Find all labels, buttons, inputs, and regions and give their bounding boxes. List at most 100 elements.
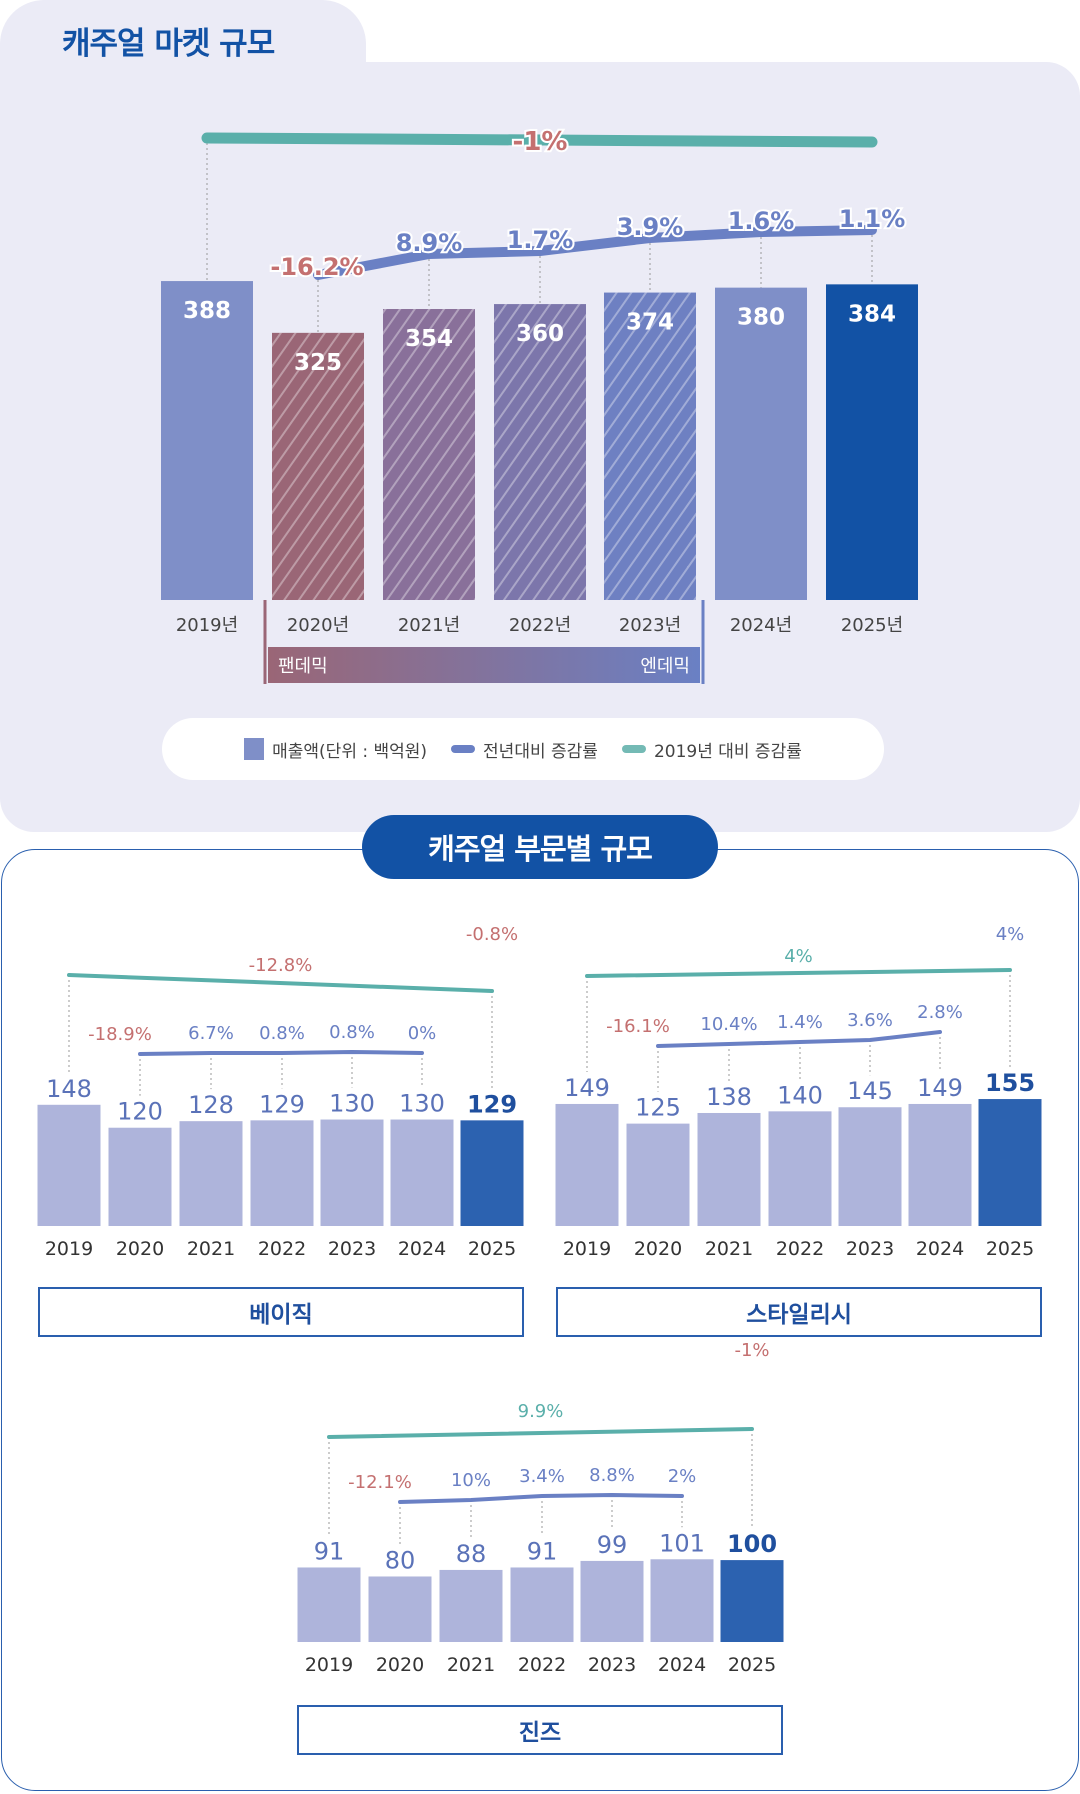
bar-value-label: 384	[848, 301, 896, 327]
year-label: 2022	[776, 1238, 824, 1260]
page-title: 캐주얼 마켓 규모	[62, 26, 275, 62]
bar-value-label: 148	[46, 1075, 92, 1103]
line-swatch-icon	[451, 745, 476, 753]
bar-value-label: 155	[985, 1069, 1035, 1097]
year-label: 2024	[916, 1238, 964, 1260]
vs2019-label: 4%	[784, 946, 813, 967]
bar-value-label: 380	[737, 305, 785, 331]
bar	[580, 1560, 644, 1642]
yoy-label: 6.7%	[188, 1023, 234, 1044]
bar	[460, 1120, 524, 1226]
legend-label: 2019년 대비 증감률	[653, 741, 802, 762]
bar-value-label: 80	[385, 1546, 416, 1574]
bar-value-label: 149	[917, 1074, 963, 1102]
period-bar	[268, 647, 700, 683]
bar	[715, 287, 807, 600]
yoy-label: 8.8%	[589, 1465, 635, 1486]
year-label: 2024	[398, 1238, 446, 1260]
year-label: 2023	[328, 1238, 376, 1260]
section-title: 캐주얼 부문별 규모	[362, 815, 718, 879]
line-swatch-icon	[621, 745, 646, 753]
bar-value-label: 374	[626, 310, 674, 336]
bar	[250, 1120, 314, 1226]
year-label: 2021	[187, 1238, 235, 1260]
bar	[37, 1104, 101, 1226]
bar-value-label: 120	[117, 1098, 163, 1126]
year-label: 2023	[846, 1238, 894, 1260]
yoy-label: -16.2%	[270, 253, 363, 281]
bar	[297, 1567, 361, 1642]
year-label: 2020	[634, 1238, 682, 1260]
bar-hatch	[383, 309, 475, 600]
year-label: 2024	[658, 1654, 706, 1676]
yoy-label: 0.8%	[329, 1022, 375, 1043]
yoy-label: 1.7%	[507, 226, 574, 254]
bar-value-label: 360	[516, 321, 564, 347]
segment-chart-1: 148 2019 120 2020 128 2021 129 2022 130 2023 130 20…	[37, 924, 524, 1260]
year-label: 2021년	[398, 615, 460, 636]
bar-value-label: 101	[659, 1529, 705, 1557]
year-label: 2019	[305, 1654, 353, 1676]
year-label: 2024년	[730, 615, 792, 636]
vs2019-line	[585, 968, 1012, 978]
bar-value-label: 145	[847, 1077, 893, 1105]
legend-item-yoy: 전년대비 증감률	[451, 737, 598, 762]
bar-value-label: 388	[183, 298, 231, 324]
bar-value-label: 129	[259, 1090, 305, 1118]
yoy-label: 1.1%	[839, 205, 906, 233]
vs2019-label: -12.8%	[249, 955, 313, 976]
yoy-label: -1%	[734, 1340, 769, 1361]
bar	[697, 1112, 761, 1226]
bar-value-label: 91	[527, 1537, 558, 1565]
bar	[555, 1103, 619, 1226]
legend-label: 매출액(단위 : 백억원)	[272, 741, 428, 762]
bar	[179, 1121, 243, 1226]
bar	[908, 1103, 972, 1226]
yoy-label: 3.6%	[847, 1010, 893, 1031]
year-label: 2025년	[841, 615, 903, 636]
legend-item-bar: 매출액(단위 : 백억원)	[244, 737, 427, 762]
bar-value-label: 149	[564, 1074, 610, 1102]
bar-hatch	[604, 292, 696, 600]
vs2019-line	[67, 973, 494, 993]
bar	[768, 1111, 832, 1226]
bar	[368, 1576, 432, 1642]
year-label: 2022	[258, 1238, 306, 1260]
bar-value-label: 88	[456, 1540, 487, 1568]
bar-value-label: 129	[467, 1090, 517, 1118]
yoy-label: 1.4%	[777, 1012, 823, 1033]
bar-value-label: 140	[777, 1081, 823, 1109]
bar-value-label: 354	[405, 326, 453, 352]
year-label: 2023	[588, 1654, 636, 1676]
yoy-label: 4%	[996, 924, 1025, 945]
yoy-label: 2.8%	[917, 1002, 963, 1023]
year-label: 2025	[468, 1238, 516, 1260]
yoy-line	[138, 1050, 424, 1056]
yoy-line	[313, 225, 877, 280]
bar	[978, 1099, 1042, 1226]
vs2019-line	[327, 1427, 754, 1439]
year-label: 2022년	[509, 615, 571, 636]
vs2019-label: -1%	[513, 127, 568, 157]
yoy-line	[398, 1493, 684, 1504]
year-label: 2025	[986, 1238, 1034, 1260]
bar-value-label: 130	[329, 1090, 375, 1118]
yoy-label: 3.4%	[519, 1466, 565, 1487]
yoy-label: 10.4%	[700, 1014, 757, 1035]
bar-hatch	[272, 332, 364, 600]
year-label: 2021	[705, 1238, 753, 1260]
bar-value-label: 125	[635, 1094, 681, 1122]
bar-value-label: 130	[399, 1090, 445, 1118]
bar-value-label: 325	[294, 350, 342, 376]
bar	[439, 1569, 503, 1642]
legend-label: 전년대비 증감률	[483, 741, 598, 762]
segment-chart-3: 91 2019 80 2020 88 2021 91 2022 99 2023 101 2024 100…	[297, 1340, 784, 1676]
bar-value-label: 91	[314, 1537, 345, 1565]
category-label-jeans: 진즈	[297, 1705, 783, 1755]
yoy-label: 3.9%	[617, 213, 684, 241]
yoy-label: -12.1%	[348, 1472, 412, 1493]
vs2019-label: 9.9%	[518, 1401, 564, 1422]
main-chart: 388 2019년 325 2020년 354 2021년 360 2022년 374 2023년…	[161, 125, 918, 684]
bar-value-label: 128	[188, 1091, 234, 1119]
bar-hatch	[494, 304, 586, 600]
